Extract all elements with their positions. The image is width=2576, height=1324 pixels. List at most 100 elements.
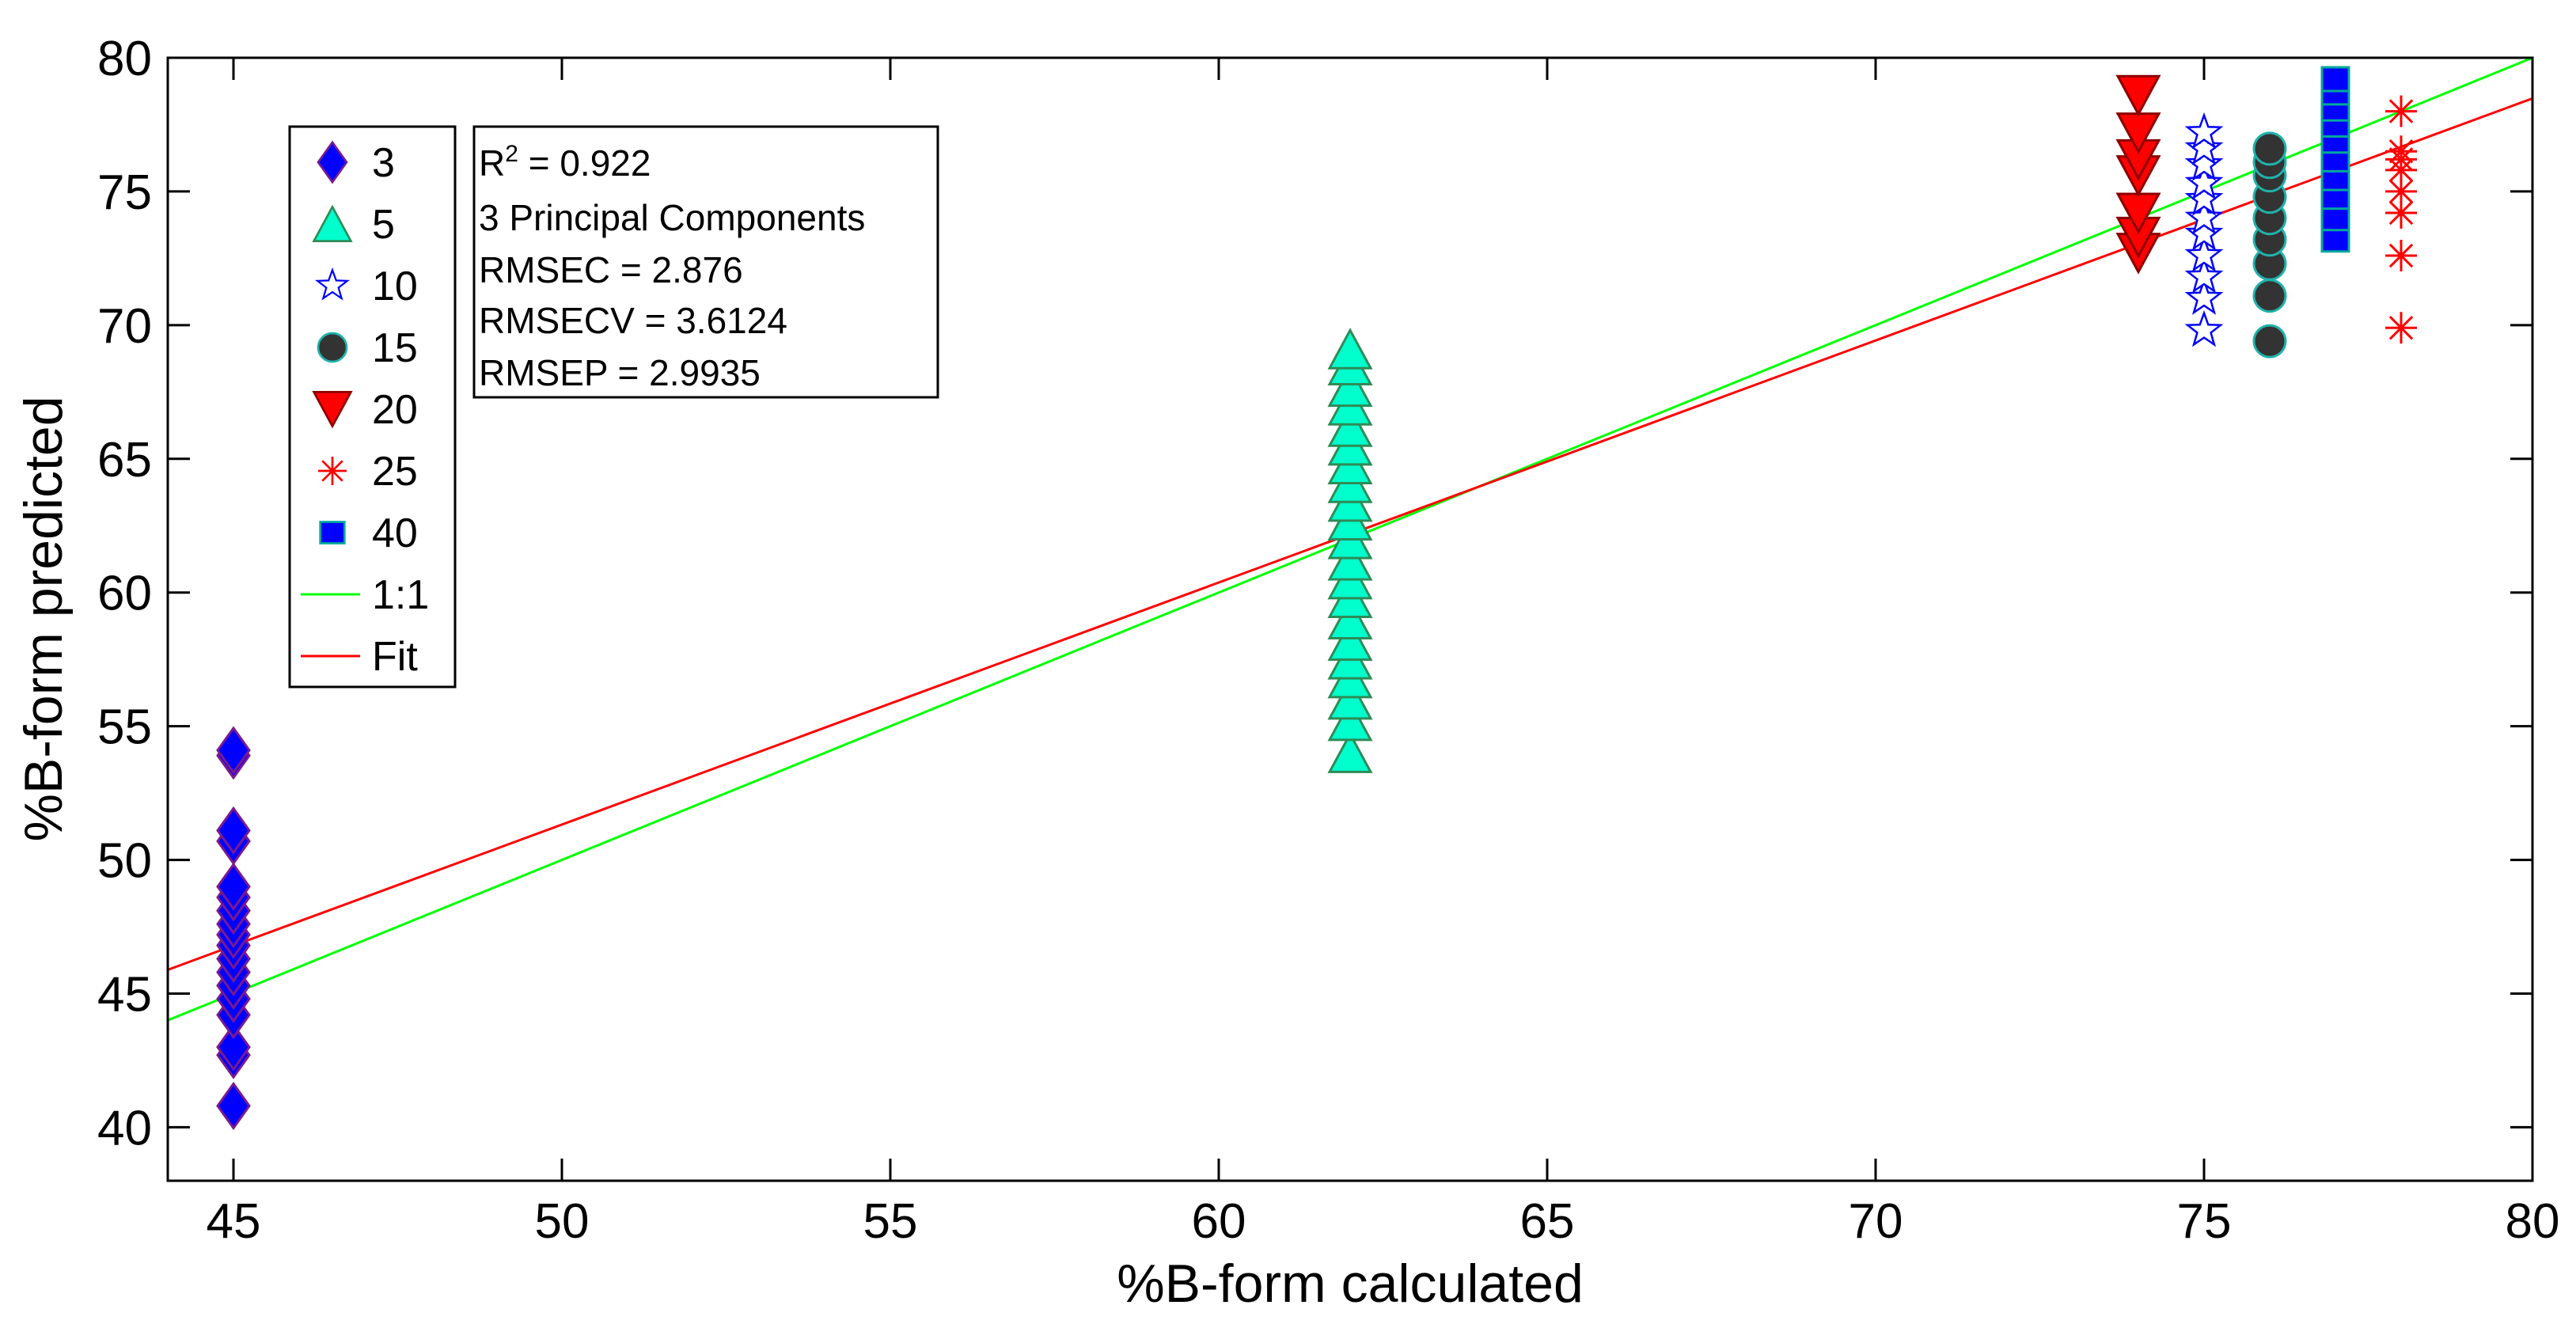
series-15 bbox=[2252, 131, 2287, 359]
y-tick-label: 40 bbox=[97, 1101, 152, 1155]
legend-label: 20 bbox=[372, 387, 418, 433]
stats-annotation: R2 = 0.922 3 Principal Components RMSEC … bbox=[472, 125, 939, 399]
stats-r2: R2 = 0.922 bbox=[479, 141, 651, 184]
point-series-10 bbox=[2184, 163, 2224, 200]
series-25 bbox=[2385, 95, 2417, 344]
y-axis-title: %B-form predicted bbox=[13, 396, 74, 841]
point-series-20 bbox=[2115, 74, 2161, 117]
x-tick-label: 70 bbox=[1849, 1194, 1903, 1249]
point-series-5 bbox=[1327, 405, 1373, 447]
point-series-15 bbox=[2252, 131, 2287, 166]
point-series-10 bbox=[2184, 235, 2224, 272]
x-tick-label: 50 bbox=[535, 1194, 590, 1249]
y-tick-label: 70 bbox=[97, 299, 152, 354]
point-series-10 bbox=[2184, 179, 2224, 216]
legend-label: 3 bbox=[372, 140, 395, 186]
point-series-25 bbox=[2385, 240, 2417, 272]
x-tick-label: 80 bbox=[2506, 1194, 2560, 1249]
y-tick-label: 65 bbox=[97, 433, 152, 487]
y-tick-label: 75 bbox=[97, 165, 152, 220]
point-series-5 bbox=[1327, 598, 1373, 639]
point-series-40 bbox=[2320, 205, 2350, 232]
plot-area-frame bbox=[166, 56, 2534, 1182]
stats-box bbox=[472, 125, 939, 399]
legend-marker bbox=[315, 267, 350, 301]
point-series-3 bbox=[216, 806, 251, 855]
point-series-15 bbox=[2252, 279, 2287, 313]
data-markers bbox=[216, 66, 2417, 1130]
point-series-15 bbox=[2252, 324, 2287, 359]
x-tick-label: 65 bbox=[1520, 1194, 1575, 1249]
point-series-3 bbox=[216, 862, 251, 911]
stats-principal-components: 3 Principal Components bbox=[479, 197, 865, 238]
stats-rmsep: RMSEP = 2.9935 bbox=[479, 352, 761, 393]
point-series-10 bbox=[2184, 128, 2224, 165]
point-series-5 bbox=[1327, 619, 1373, 662]
series-40 bbox=[2320, 66, 2350, 253]
legend-label: 40 bbox=[372, 510, 418, 556]
legend-entry-40: 40 bbox=[319, 510, 418, 556]
legend-label: 5 bbox=[372, 202, 395, 248]
legend-marker bbox=[317, 140, 348, 184]
point-series-40 bbox=[2320, 66, 2350, 93]
legend: 3 5 10 15 20 25 40 1:1 Fit bbox=[288, 125, 457, 689]
legend-label: 1:1 bbox=[372, 572, 429, 618]
series-20 bbox=[2115, 74, 2161, 275]
series-3 bbox=[216, 726, 251, 1130]
point-series-25 bbox=[2385, 135, 2417, 168]
series-10 bbox=[2184, 112, 2224, 347]
point-series-10 bbox=[2184, 309, 2224, 347]
legend-marker bbox=[312, 204, 353, 242]
legend-entry-15: 15 bbox=[317, 325, 418, 371]
x-tick-label: 45 bbox=[207, 1194, 261, 1249]
legend-label: Fit bbox=[372, 634, 418, 680]
stats-rmsecv: RMSECV = 3.6124 bbox=[479, 300, 787, 341]
series-5 bbox=[1327, 328, 1373, 773]
legend-entry-line-0: 1:1 bbox=[301, 572, 429, 618]
y-tick-label: 60 bbox=[97, 567, 152, 621]
point-series-5 bbox=[1327, 328, 1373, 370]
y-tick-label: 80 bbox=[97, 32, 152, 86]
point-series-10 bbox=[2184, 112, 2224, 150]
legend-marker bbox=[312, 391, 353, 429]
point-series-25 bbox=[2385, 175, 2417, 207]
point-series-5 bbox=[1327, 699, 1373, 742]
point-series-10 bbox=[2184, 256, 2224, 294]
point-series-5 bbox=[1327, 677, 1373, 720]
point-series-5 bbox=[1327, 731, 1373, 773]
axis-ticks: 45 50 55 60 65 70 75 80 40 45 50 55 60 65 70 75 80 bbox=[97, 32, 2559, 1249]
point-series-10 bbox=[2184, 198, 2224, 235]
point-series-10 bbox=[2184, 214, 2224, 251]
legend-marker bbox=[317, 332, 348, 363]
legend-label: 15 bbox=[372, 325, 418, 371]
point-series-5 bbox=[1327, 365, 1373, 408]
legend-entry-25: 25 bbox=[318, 449, 418, 495]
y-tick-label: 55 bbox=[97, 700, 152, 755]
point-series-25 bbox=[2385, 95, 2417, 127]
x-axis-title: %B-form calculated bbox=[1117, 1254, 1584, 1314]
y-tick-label: 45 bbox=[97, 968, 152, 1022]
y-tick-label: 50 bbox=[97, 834, 152, 889]
point-series-10 bbox=[2184, 278, 2224, 315]
point-series-25 bbox=[2385, 312, 2417, 344]
legend-entry-5: 5 bbox=[312, 202, 395, 248]
point-series-3 bbox=[216, 1081, 251, 1130]
point-series-3 bbox=[216, 1022, 251, 1072]
legend-marker bbox=[318, 457, 347, 485]
x-tick-label: 75 bbox=[2177, 1194, 2232, 1249]
legend-entry-20: 20 bbox=[312, 387, 418, 433]
legend-entry-line-1: Fit bbox=[301, 634, 418, 680]
point-series-40 bbox=[2320, 226, 2350, 253]
legend-marker bbox=[319, 521, 346, 544]
legend-entry-10: 10 bbox=[315, 264, 418, 309]
legend-entry-3: 3 bbox=[317, 140, 395, 186]
x-tick-label: 55 bbox=[863, 1194, 918, 1249]
point-series-3 bbox=[216, 726, 251, 775]
legend-label: 10 bbox=[372, 264, 418, 309]
point-series-5 bbox=[1327, 539, 1373, 581]
legend-label: 25 bbox=[372, 449, 418, 495]
point-series-10 bbox=[2184, 144, 2224, 181]
stats-rmsec: RMSEC = 2.876 bbox=[479, 249, 743, 290]
x-tick-label: 60 bbox=[1192, 1194, 1246, 1249]
